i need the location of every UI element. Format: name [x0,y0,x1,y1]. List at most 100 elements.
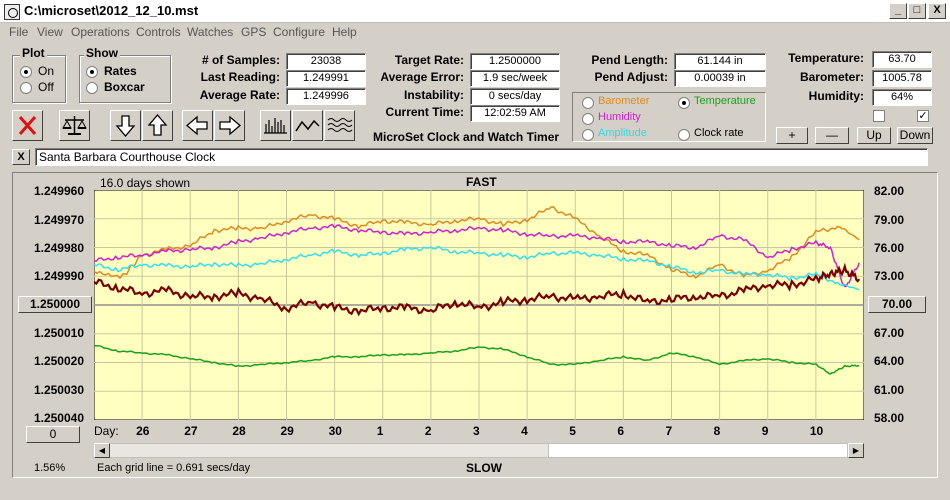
day-tick-label: 2 [424,424,432,438]
plot-off-label: Off [38,80,54,94]
wave-icon [295,119,320,132]
scroll-right-button[interactable]: ▶ [848,443,864,458]
menu-view[interactable]: View [37,25,63,39]
day-tick-label: 10 [809,424,824,438]
menu-configure[interactable]: Configure [273,25,326,39]
grid-note: Each grid line = 0.691 secs/day [97,462,251,474]
move-right-button[interactable] [214,110,245,141]
histogram-icon [264,118,287,134]
average-rate-field: 1.249996 [286,88,366,105]
chart-panel [12,172,938,478]
left-tick-label: 1.249970 [33,213,84,227]
day-axis: 26 27 28 29 30 1 2 3 4 5 6 7 8 9 10 [94,420,864,440]
balance-button[interactable] [59,110,90,141]
scroll-thumb[interactable] [548,443,848,458]
pend-length-field: 61.144 in [674,53,766,70]
offset-button[interactable]: 0 [26,426,80,443]
barometer-env-label: Barometer: [799,70,864,84]
instability-field: 0 secs/day [470,88,560,105]
day-tick-label: 4 [521,424,528,438]
day-tick-label: 27 [184,424,198,438]
menu-gps[interactable]: GPS [241,25,267,39]
humidity-env-field: 64% [872,89,932,106]
center-rate-button[interactable]: 1.250000 [18,296,92,313]
amplitude-radio[interactable] [582,129,594,141]
move-down-button[interactable] [110,110,141,141]
scale-plus-button[interactable]: + [776,127,808,144]
app-icon[interactable] [4,4,20,20]
day-tick-label: 9 [761,424,769,438]
multi-wave-button[interactable] [324,110,355,141]
show-rates-radio[interactable] [86,66,98,78]
close-button[interactable]: X [928,3,946,19]
cancel-button[interactable] [12,110,43,141]
days-shown-label: 16.0 days shown [100,176,191,190]
menu-help[interactable]: Help [332,25,357,39]
slow-label: SLOW [466,461,502,475]
samples-field: 23038 [286,53,366,70]
samples-label: # of Samples: [201,53,280,67]
title-bar: C:\microset\2012_12_10.mst _ □ X [0,0,950,23]
current-time-field: 12:02:59 AM [470,105,560,122]
day-axis-label: Day: [94,424,119,438]
scale-down-button[interactable]: Down [897,127,933,144]
center-temp-button[interactable]: 70.00 [868,296,926,313]
balance-icon [62,116,87,135]
show-boxcar-radio[interactable] [86,82,98,94]
right-tick-label: 73.00 [874,269,905,283]
barometer-label: Barometer [598,95,650,107]
move-up-button[interactable] [142,110,173,141]
menu-file[interactable]: File [9,25,29,39]
menu-controls[interactable]: Controls [136,25,181,39]
env-left-checkbox[interactable] [873,110,885,122]
wave-button[interactable] [292,110,323,141]
left-tick-label: 1.249980 [33,241,84,255]
right-tick-label: 58.00 [874,411,905,425]
plot-on-label: On [38,64,55,78]
temperature-radio[interactable] [678,97,690,109]
plot-off-radio[interactable] [20,82,32,94]
window-title: C:\microset\2012_12_10.mst [24,3,199,18]
arrow-right-icon [219,115,242,136]
humidity-radio[interactable] [582,113,594,125]
clear-clock-name-button[interactable]: X [12,149,30,165]
scale-up-button[interactable]: Up [857,127,891,144]
humidity-env-label: Humidity: [808,89,864,103]
scale-minus-button[interactable]: — [815,127,849,144]
day-tick-label: 29 [280,424,294,438]
current-time-label: Current Time: [385,105,464,119]
barometer-env-field: 1005.78 [872,70,932,87]
arrow-down-icon [115,115,136,138]
maximize-button[interactable]: □ [908,3,926,19]
scroll-left-button[interactable]: ◀ [94,443,110,458]
target-rate-field[interactable]: 1.2500000 [470,53,560,70]
clock-name-input[interactable]: Santa Barbara Courthouse Clock [35,148,928,166]
temperature-env-field: 63.70 [872,51,932,68]
pend-length-label: Pend Length: [591,53,668,67]
day-tick-label: 3 [473,424,480,438]
minimize-button[interactable]: _ [889,3,907,19]
average-error-label: Average Error: [380,70,464,84]
right-tick-label: 67.00 [874,326,905,340]
instability-label: Instability: [403,88,464,102]
env-right-checkbox[interactable]: ✓ [917,110,929,122]
histogram-button[interactable] [260,110,291,141]
humidity-label: Humidity [598,111,641,123]
day-tick-label: 26 [136,424,150,438]
chart-plot-area[interactable] [94,190,864,420]
menu-operations[interactable]: Operations [71,25,130,39]
multi-wave-icon [327,118,353,132]
series-line-amplitude [94,245,860,291]
right-tick-label: 79.00 [874,213,905,227]
clock-rate-label: Clock rate [694,127,744,139]
amplitude-label: Amplitude [598,127,647,139]
move-left-button[interactable] [182,110,213,141]
barometer-radio[interactable] [582,97,594,109]
show-group-label: Show [84,46,120,60]
pend-adjust-field: 0.00039 in [674,70,766,87]
clock-rate-radio[interactable] [678,129,690,141]
plot-on-radio[interactable] [20,66,32,78]
last-reading-label: Last Reading: [200,70,280,84]
left-tick-label: 1.250040 [33,411,84,425]
menu-watches[interactable]: Watches [187,25,234,39]
